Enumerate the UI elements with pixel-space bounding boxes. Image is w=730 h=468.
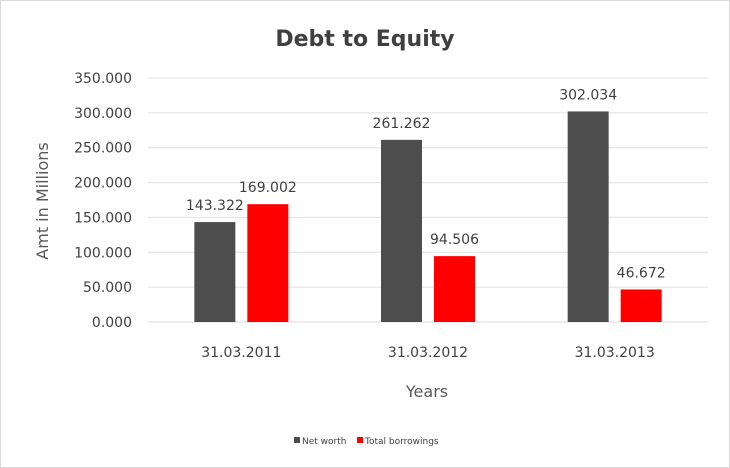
y-tick-label: 0.000 bbox=[92, 315, 132, 331]
legend-label: Net worth bbox=[302, 437, 346, 447]
bars bbox=[194, 111, 662, 323]
data-label: 94.506 bbox=[430, 232, 479, 248]
bar-net-worth[interactable] bbox=[567, 111, 609, 323]
data-label: 169.002 bbox=[239, 180, 297, 196]
data-label: 261.262 bbox=[373, 116, 431, 132]
legend[interactable]: Net worth Total borrowings bbox=[294, 437, 439, 447]
x-axis-title: Years bbox=[405, 382, 448, 401]
x-tick-label: 31.03.2013 bbox=[575, 345, 655, 361]
data-label: 143.322 bbox=[186, 198, 244, 214]
legend-swatch bbox=[294, 437, 300, 443]
data-label: 46.672 bbox=[617, 265, 666, 281]
x-tick-label: 31.03.2012 bbox=[388, 345, 468, 361]
y-tick-label: 100.000 bbox=[74, 245, 132, 261]
bar-net-worth[interactable] bbox=[194, 222, 236, 322]
x-tick-label: 31.03.2011 bbox=[201, 345, 281, 361]
bar-total-borrowings[interactable] bbox=[247, 204, 289, 322]
y-axis-ticks: 0.000 50.000 100.000 150.000 200.000 250.000 3… bbox=[74, 71, 132, 331]
data-labels: 143.322 169.002 261.262 94.506 302.034 46.672 bbox=[186, 87, 666, 281]
bar-total-borrowings[interactable] bbox=[620, 289, 662, 322]
x-axis-ticks: 31.03.2011 31.03.2012 31.03.2013 bbox=[201, 345, 655, 361]
legend-swatch bbox=[357, 437, 363, 443]
y-tick-label: 200.000 bbox=[74, 176, 132, 192]
y-tick-label: 50.000 bbox=[83, 280, 132, 296]
bar-total-borrowings[interactable] bbox=[434, 256, 475, 322]
legend-label: Total borrowings bbox=[364, 437, 439, 447]
y-tick-label: 250.000 bbox=[74, 141, 132, 157]
y-tick-label: 150.000 bbox=[74, 210, 132, 226]
gridlines bbox=[148, 77, 708, 323]
data-label: 302.034 bbox=[559, 87, 617, 103]
chart-title: Debt to Equity bbox=[275, 27, 454, 52]
y-axis-title: Amt in Millions bbox=[33, 142, 52, 259]
y-tick-label: 350.000 bbox=[74, 71, 132, 87]
bar-net-worth[interactable] bbox=[381, 139, 422, 322]
y-tick-label: 300.000 bbox=[74, 106, 132, 122]
